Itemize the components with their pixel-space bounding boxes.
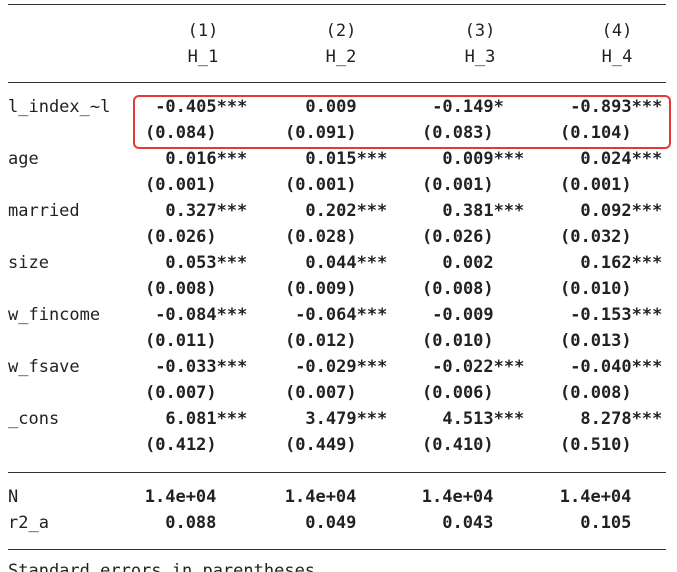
row-label: l_index_~l [8,97,111,117]
rule [8,82,666,83]
coefficient: -0.064*** [295,305,388,325]
row-label: _cons [8,409,60,429]
coefficient: -0.040*** [570,357,663,377]
column-number: (2) [325,21,357,41]
standard-error: (0.510) [560,435,632,455]
coefficient: 0.327*** [165,201,248,221]
standard-error: (0.028) [285,227,357,247]
column-number: (3) [464,21,496,41]
stat-label: N [8,487,19,507]
standard-error: (0.009) [285,279,357,299]
coefficient: 3.479*** [305,409,388,429]
column-name: H_3 [464,47,496,67]
coefficient: 0.002 [442,253,494,273]
standard-error: (0.410) [422,435,494,455]
stat-value: 0.049 [305,513,357,533]
stat-value: 1.4e+04 [284,487,357,507]
coefficient: 8.278*** [580,409,663,429]
row-label: married [8,201,80,221]
standard-error: (0.010) [422,331,494,351]
standard-error: (0.006) [422,383,494,403]
row-label: w_fincome [8,305,101,325]
column-number: (1) [187,21,219,41]
coefficient: 0.381*** [442,201,525,221]
standard-error: (0.012) [285,331,357,351]
standard-error: (0.091) [285,123,357,143]
standard-error: (0.008) [145,279,217,299]
row-label: age [8,149,39,169]
coefficient: 0.162*** [580,253,663,273]
rule [8,472,666,473]
highlight-box [133,95,671,149]
standard-error: (0.083) [422,123,494,143]
coefficient: 0.015*** [305,149,388,169]
coefficient: -0.405*** [155,97,248,117]
column-number: (4) [601,21,633,41]
coefficient: -0.033*** [155,357,248,377]
row-label: w_fsave [8,357,80,377]
stat-value: 1.4e+04 [421,487,494,507]
coefficient: 0.009*** [442,149,525,169]
rule [8,549,666,550]
coefficient: 0.044*** [305,253,388,273]
stat-value: 0.105 [580,513,632,533]
coefficient: 0.024*** [580,149,663,169]
coefficient: 0.016*** [165,149,248,169]
standard-error: (0.032) [560,227,632,247]
standard-error: (0.104) [560,123,632,143]
coefficient: 6.081*** [165,409,248,429]
standard-error: (0.001) [560,175,632,195]
coefficient: -0.893*** [570,97,663,117]
stat-value: 0.043 [442,513,494,533]
coefficient: -0.029*** [295,357,388,377]
column-name: H_2 [325,47,357,67]
row-label: size [8,253,49,273]
standard-error: (0.001) [422,175,494,195]
standard-error: (0.026) [422,227,494,247]
coefficient: 0.009 [305,97,357,117]
coefficient: -0.153*** [570,305,663,325]
coefficient: -0.149* [432,97,504,117]
coefficient: 0.092*** [580,201,663,221]
coefficient: -0.022*** [432,357,525,377]
coefficient: -0.084*** [155,305,248,325]
column-name: H_1 [187,47,219,67]
coefficient: -0.009 [432,305,494,325]
stat-label: r2_a [8,513,49,533]
stat-value: 1.4e+04 [559,487,632,507]
stat-value: 1.4e+04 [144,487,217,507]
standard-error: (0.013) [560,331,632,351]
coefficient: 0.202*** [305,201,388,221]
standard-error: (0.001) [285,175,357,195]
standard-error: (0.008) [560,383,632,403]
stat-value: 0.088 [165,513,217,533]
footnote: Standard errors in parentheses [8,561,316,572]
standard-error: (0.001) [145,175,217,195]
standard-error: (0.011) [145,331,217,351]
standard-error: (0.010) [560,279,632,299]
standard-error: (0.007) [145,383,217,403]
standard-error: (0.412) [145,435,217,455]
standard-error: (0.026) [145,227,217,247]
standard-error: (0.008) [422,279,494,299]
coefficient: 0.053*** [165,253,248,273]
column-name: H_4 [601,47,633,67]
standard-error: (0.084) [145,123,217,143]
rule [8,4,666,5]
standard-error: (0.449) [285,435,357,455]
coefficient: 4.513*** [442,409,525,429]
standard-error: (0.007) [285,383,357,403]
